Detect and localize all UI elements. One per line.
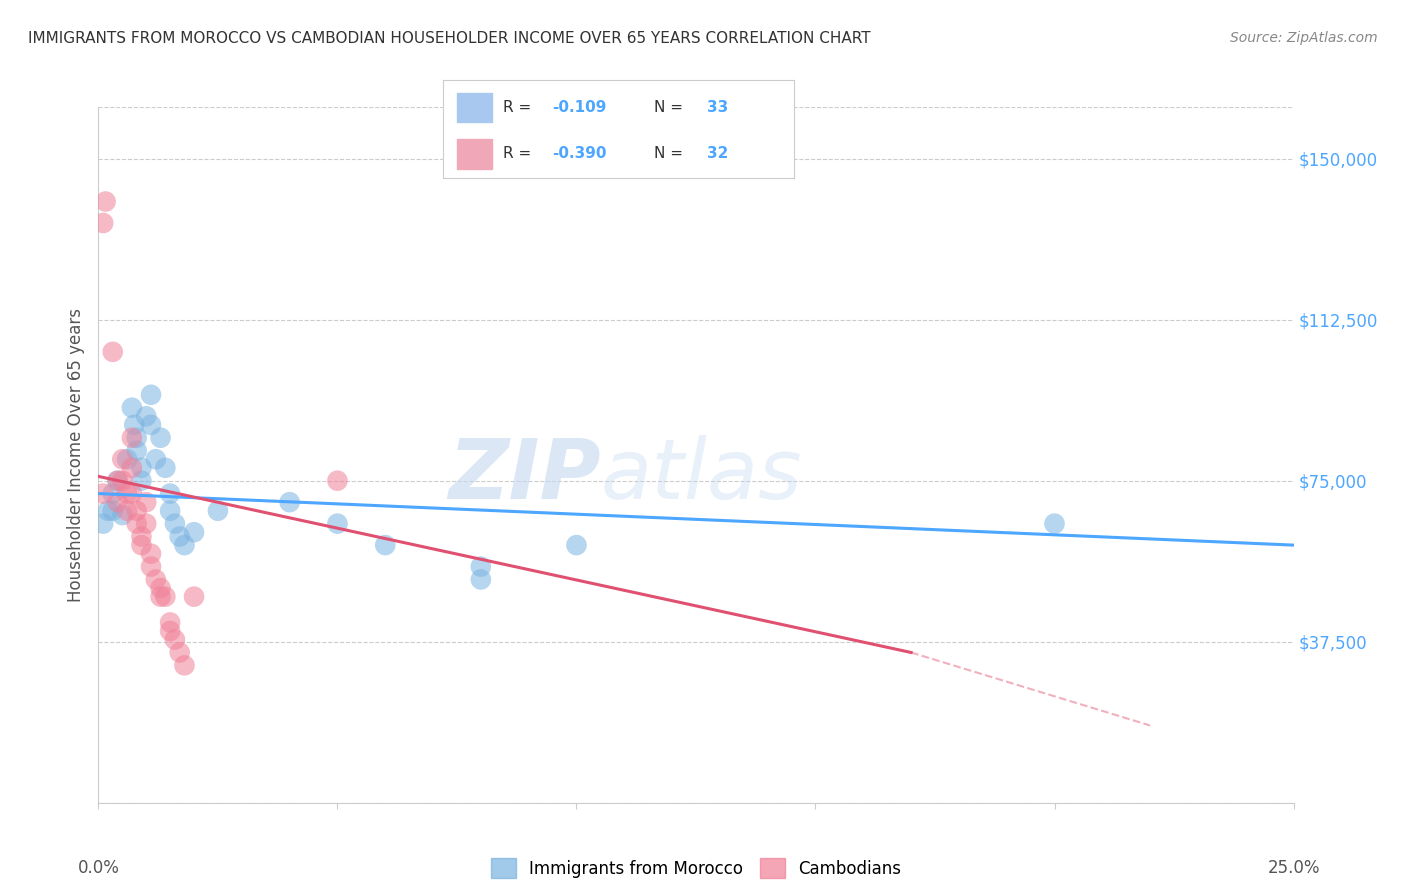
Point <box>149 590 172 604</box>
Text: 32: 32 <box>706 146 728 161</box>
Point <box>111 474 134 488</box>
Point <box>124 417 146 432</box>
Point <box>374 538 396 552</box>
Point <box>121 460 143 475</box>
Text: N =: N = <box>654 146 688 161</box>
Point <box>139 388 162 402</box>
Point <box>139 559 162 574</box>
Point <box>155 460 177 475</box>
Point <box>1043 516 1066 531</box>
Point <box>107 474 129 488</box>
Point <box>107 474 129 488</box>
Legend: Immigrants from Morocco, Cambodians: Immigrants from Morocco, Cambodians <box>484 851 908 885</box>
Point <box>183 590 205 604</box>
Text: atlas: atlas <box>600 435 801 516</box>
Point <box>183 525 205 540</box>
Point <box>326 516 349 531</box>
Point <box>173 658 195 673</box>
Y-axis label: Householder Income Over 65 years: Householder Income Over 65 years <box>66 308 84 602</box>
Point <box>145 452 167 467</box>
Point <box>101 344 124 359</box>
Point <box>470 559 492 574</box>
Point <box>173 538 195 552</box>
Point <box>131 474 153 488</box>
Text: -0.109: -0.109 <box>551 100 606 115</box>
Point <box>111 508 134 522</box>
Point <box>159 504 181 518</box>
Text: ZIP: ZIP <box>447 435 600 516</box>
Point <box>135 409 157 424</box>
Point <box>121 486 143 500</box>
Point <box>101 486 124 500</box>
Point <box>107 495 129 509</box>
Point <box>125 443 148 458</box>
Point <box>125 504 148 518</box>
Point <box>121 401 143 415</box>
Point <box>131 529 153 543</box>
Text: 33: 33 <box>706 100 728 115</box>
Text: R =: R = <box>503 146 536 161</box>
Point <box>207 504 229 518</box>
Point <box>163 516 186 531</box>
Point <box>149 431 172 445</box>
Point <box>115 452 138 467</box>
Point <box>135 516 157 531</box>
Point <box>91 216 114 230</box>
Point <box>101 504 124 518</box>
Point <box>159 615 181 630</box>
Point <box>135 495 157 509</box>
Point <box>159 486 181 500</box>
Point <box>94 194 117 209</box>
Point <box>155 590 177 604</box>
Point <box>125 516 148 531</box>
Point <box>115 504 138 518</box>
Point <box>159 624 181 638</box>
Point <box>139 417 162 432</box>
Text: R =: R = <box>503 100 536 115</box>
Bar <box>457 93 492 122</box>
Point <box>470 573 492 587</box>
Point <box>139 547 162 561</box>
Point <box>169 645 191 659</box>
Point <box>149 581 172 595</box>
Text: 0.0%: 0.0% <box>77 859 120 877</box>
Point <box>326 474 349 488</box>
Text: Source: ZipAtlas.com: Source: ZipAtlas.com <box>1230 31 1378 45</box>
Text: -0.390: -0.390 <box>551 146 606 161</box>
Point <box>91 486 114 500</box>
Text: IMMIGRANTS FROM MOROCCO VS CAMBODIAN HOUSEHOLDER INCOME OVER 65 YEARS CORRELATIO: IMMIGRANTS FROM MOROCCO VS CAMBODIAN HOU… <box>28 31 870 46</box>
Point <box>91 516 114 531</box>
Point <box>163 632 186 647</box>
Point <box>278 495 301 509</box>
Bar <box>457 139 492 169</box>
Point <box>125 431 148 445</box>
Text: N =: N = <box>654 100 688 115</box>
Point <box>97 504 120 518</box>
Point <box>131 460 153 475</box>
Point <box>115 486 138 500</box>
Point <box>121 431 143 445</box>
Point <box>145 573 167 587</box>
Point <box>169 529 191 543</box>
Text: 25.0%: 25.0% <box>1267 859 1320 877</box>
Point <box>111 452 134 467</box>
Point <box>131 538 153 552</box>
Point <box>565 538 588 552</box>
